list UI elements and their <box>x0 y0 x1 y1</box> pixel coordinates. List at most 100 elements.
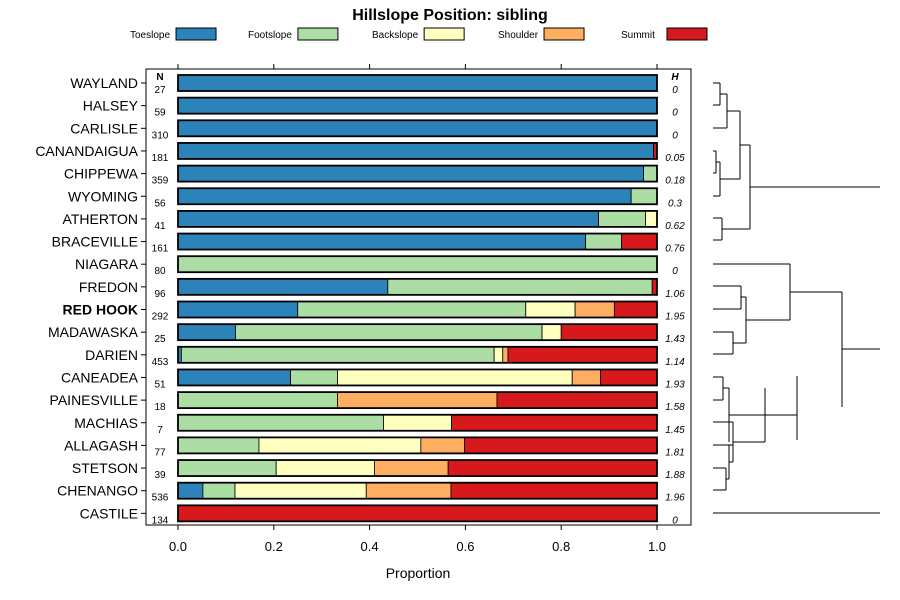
bar-outline <box>177 481 658 500</box>
dendro-link <box>713 82 740 129</box>
site-label: PAINESVILLE <box>50 392 138 408</box>
bar-outline <box>177 74 658 92</box>
n-label: 25 <box>154 334 166 345</box>
bar-segment <box>507 346 658 364</box>
row: BRACEVILLE 161 0.76 <box>52 232 685 255</box>
dendro-link <box>749 145 880 229</box>
site-label: DARIEN <box>85 347 138 363</box>
row: WAYLAND 27 0 <box>70 74 678 96</box>
dendrogram <box>713 82 880 514</box>
bar-segment <box>337 391 498 409</box>
row: CANANDAIGUA 181 0.05 <box>35 142 685 164</box>
n-label: 41 <box>154 221 166 232</box>
bar-outline <box>177 391 658 410</box>
site-label: CANANDAIGUA <box>35 143 138 159</box>
site-label: HALSEY <box>83 98 139 114</box>
legend-label: Footslope <box>248 30 292 41</box>
bar-segment <box>177 97 658 115</box>
bar-segment <box>258 436 422 454</box>
h-label: 1.81 <box>665 447 684 458</box>
row: ATHERTON 41 0.62 <box>63 209 685 232</box>
row: FREDON 96 1.06 <box>79 277 685 300</box>
n-label: 134 <box>152 515 169 526</box>
bar-segment <box>177 210 599 228</box>
dendro-link <box>841 292 880 407</box>
bar-outline <box>177 436 658 455</box>
h-label: 1.14 <box>665 357 685 368</box>
h-label: 0.05 <box>665 153 685 164</box>
bar-outline <box>177 345 658 364</box>
row: ALLAGASH 77 1.81 <box>64 436 685 458</box>
legend-label: Toeslope <box>130 30 170 41</box>
bar-segment <box>450 482 658 500</box>
h-label: 1.88 <box>665 470 685 481</box>
bar-segment <box>177 414 384 432</box>
bar-outline <box>177 504 658 523</box>
site-label: WAYLAND <box>70 75 138 91</box>
row: CARLISLE 310 0 <box>70 119 678 141</box>
bar-segment <box>177 255 658 273</box>
h-header: H <box>671 72 679 83</box>
n-label: 359 <box>152 176 169 187</box>
bar-segment <box>525 301 576 318</box>
h-label: 0.76 <box>665 244 685 255</box>
legend-swatch <box>666 27 708 41</box>
h-label: 1.95 <box>665 312 685 323</box>
bar-outline <box>177 96 658 115</box>
row: CASTILE 134 0 <box>80 504 678 526</box>
n-label: 310 <box>152 130 169 141</box>
h-label: 0 <box>672 266 678 277</box>
n-label: 453 <box>152 357 169 368</box>
bar-segment <box>177 459 277 477</box>
axes: 0.0 0.2 0.4 0.6 0.8 1.0 <box>169 64 666 554</box>
dendro-link <box>713 331 746 355</box>
bar-segment <box>365 482 452 500</box>
bar-outline <box>177 277 658 296</box>
site-label: CHENANGO <box>57 483 138 499</box>
bar-segment <box>493 346 504 364</box>
x-tick-label: 1.0 <box>648 539 666 554</box>
row: STETSON 39 1.88 <box>72 459 685 481</box>
legend-label: Backslope <box>372 30 419 41</box>
site-label: FREDON <box>79 279 138 295</box>
site-label: MACHIAS <box>74 415 138 431</box>
bar-segment <box>177 187 632 205</box>
h-label: 1.43 <box>665 334 685 345</box>
x-tick-label: 0.0 <box>169 539 187 554</box>
row: RED HOOK 292 1.95 <box>63 300 685 323</box>
x-tick-label: 0.2 <box>265 539 283 554</box>
row: HALSEY 59 0 <box>83 96 678 119</box>
site-label: ALLAGASH <box>64 437 138 453</box>
bar-segment <box>177 436 260 454</box>
bar-segment <box>571 369 601 386</box>
n-label: 80 <box>154 266 166 277</box>
bar-outline <box>177 142 658 160</box>
row: MADAWASKA 25 1.43 <box>48 323 685 345</box>
bar-segment <box>177 391 338 409</box>
bar-outline <box>177 164 658 183</box>
bar-segment <box>177 323 236 341</box>
site-label: WYOMING <box>68 188 138 204</box>
h-label: 1.45 <box>665 425 685 436</box>
bar-segment <box>275 459 375 477</box>
bar-outline <box>177 368 658 387</box>
row: CANEADEA 51 1.93 <box>61 368 685 390</box>
x-tick-label: 0.6 <box>456 539 474 554</box>
x-axis-title: Proportion <box>386 565 451 581</box>
bar-segment <box>177 233 587 250</box>
bar-segment <box>373 459 449 477</box>
n-label: 59 <box>154 108 166 119</box>
h-label: 0 <box>672 515 678 526</box>
bar-segment <box>613 301 658 318</box>
bar-segment <box>447 459 658 477</box>
bar-segment <box>585 233 622 250</box>
bar-segment <box>598 210 646 228</box>
row: CHIPPEWA 359 0.18 <box>64 164 685 187</box>
bar-segment <box>387 278 653 296</box>
site-label: MADAWASKA <box>48 324 139 340</box>
dendro-link <box>713 376 729 401</box>
row: CHENANGO 536 1.96 <box>57 481 685 504</box>
dendro-link <box>713 217 750 241</box>
bar-segment <box>574 301 615 318</box>
